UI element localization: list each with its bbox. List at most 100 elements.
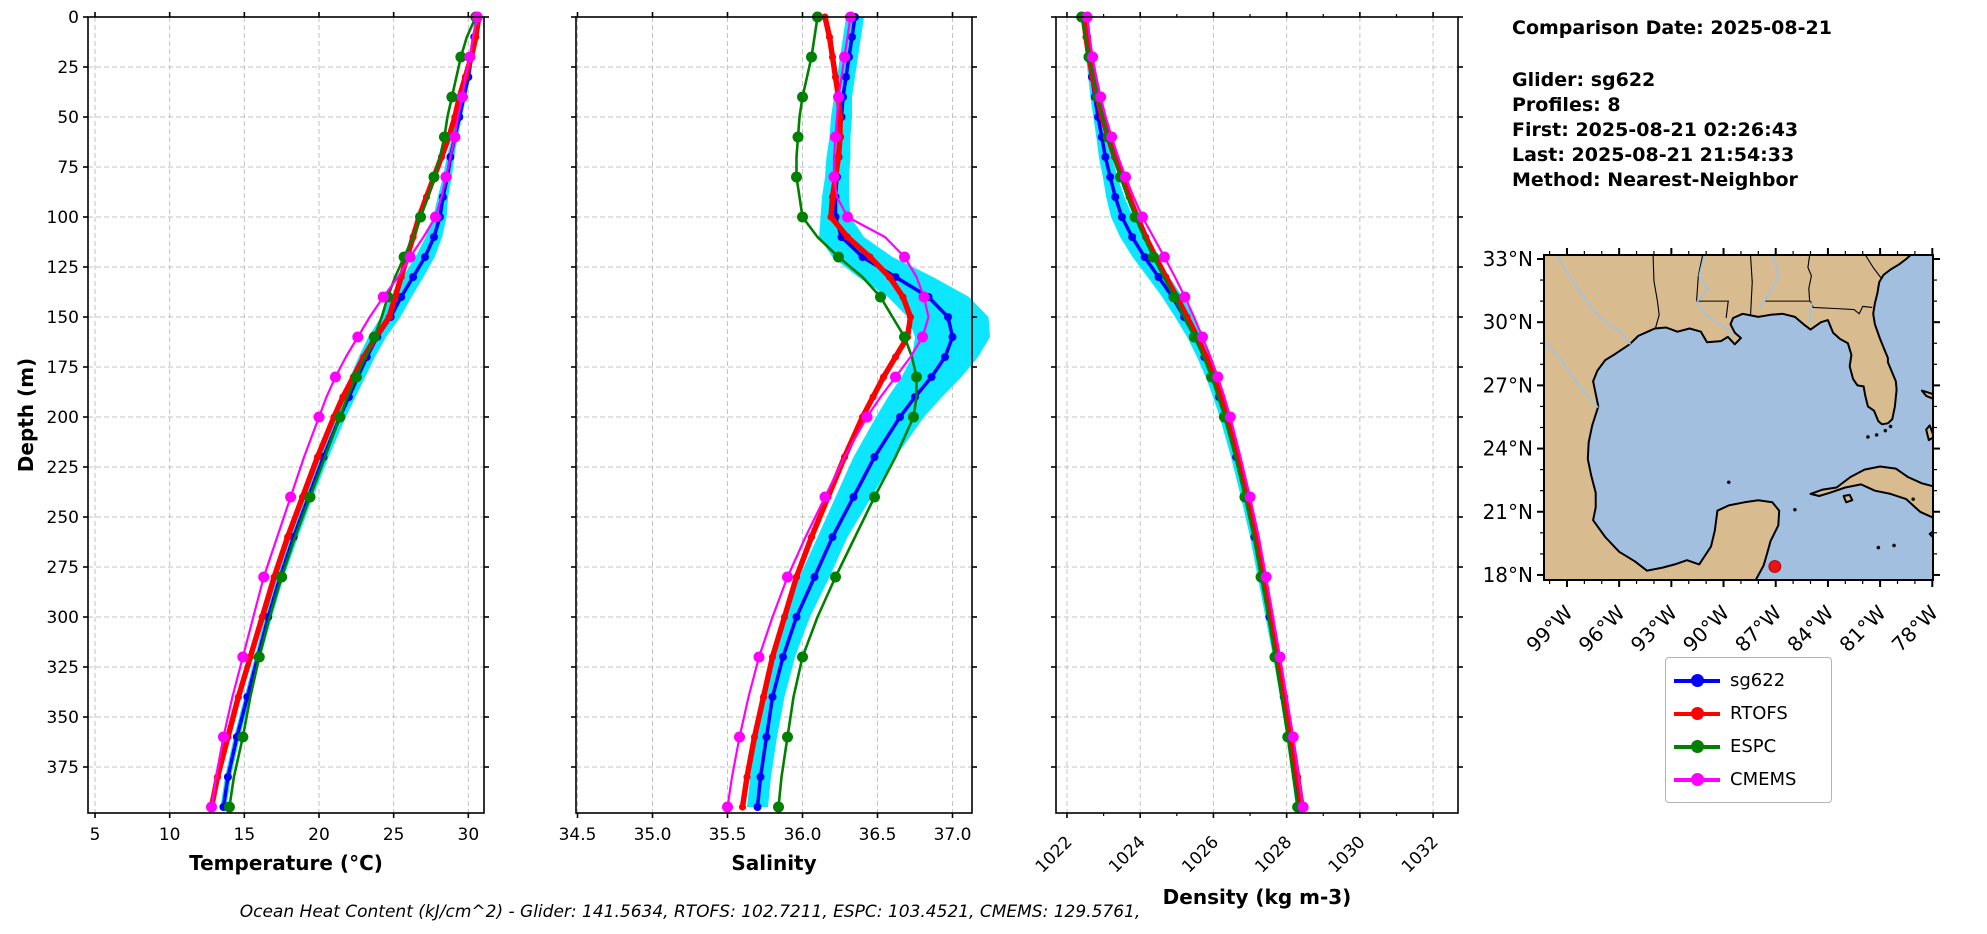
depth-tick-label: 25 [57,58,79,78]
map-lon-tick-label: 78°W [1887,600,1943,656]
map-lon-tick-label: 99°W [1521,600,1577,656]
legend-label: CMEMS [1730,769,1797,790]
legend-label: sg622 [1730,670,1786,691]
map-small-island [1911,497,1915,501]
map-river [1808,302,1814,324]
map-lon-tick-label: 87°W [1730,600,1786,656]
salinity-chart: 34.5 35.0 35.5 36.0 36.5 37.0 [559,11,990,845]
map-lat-tick-label: 18°N [1483,563,1533,587]
legend-item-espc: ESPC [1674,730,1823,763]
cmems-line-marker-icon [1674,773,1720,787]
density-series-CMEMS [1081,11,1309,813]
espc-line-marker-icon [1674,740,1720,754]
salinity-xtick-label: 35.5 [709,825,747,845]
depth-tick-label: 200 [47,408,79,428]
map-river [1544,340,1599,409]
salinity-xtick-label: 37.0 [934,825,972,845]
depth-tick-label: 275 [47,558,79,578]
method-text: Method: Nearest-Neighbor [1512,169,1798,191]
depth-tick-label: 0 [68,8,79,28]
temperature-xtick-label: 20 [308,825,330,845]
map-lon-tick-label: 81°W [1835,600,1891,656]
map-lon-tick-label: 90°W [1678,600,1734,656]
map-frame [1543,254,1934,581]
gulf-of-mexico-map: 33°N 30°N 27°N 24°N 21°N 18°N 99°W96°W93°W90°W… [1483,247,1943,657]
temperature-xtick-label: 25 [383,825,405,845]
map-lat-tick-label: 27°N [1483,373,1533,397]
depth-axis-label: Depth (m) [14,357,38,473]
map-river [1696,255,1735,339]
temperature-series-CMEMS [205,11,483,813]
map-lat-tick-label: 30°N [1483,310,1533,334]
map-land-north-america [1544,255,1912,580]
temperature-xtick-label: 15 [234,825,256,845]
map-land-isle-of-youth [1842,493,1854,504]
density-chart: 1022 1024 1026 1028 1030 1032 [1032,11,1463,877]
legend-item-sg622: sg622 [1674,664,1823,697]
map-state-border [1810,300,1873,315]
density-xtick-label: 1026 [1178,832,1223,877]
map-small-island [1888,424,1893,429]
depth-tick-label: 325 [47,658,79,678]
map-small-island [1874,433,1879,437]
density-xtick-label: 1032 [1398,832,1443,877]
map-small-island [1726,480,1731,485]
density-xtick-label: 1022 [1032,832,1077,877]
legend-label: ESPC [1730,736,1777,757]
map-land-bahamas [1920,389,1933,400]
map-small-island [1876,545,1881,550]
map-lon-tick-label: 84°W [1782,600,1838,656]
depth-tick-label: 100 [47,208,79,228]
salinity-xtick-label: 34.5 [559,825,597,845]
map-state-border [1765,255,1812,302]
temperature-xtick-label: 30 [458,825,480,845]
map-small-island [1866,435,1870,439]
salinity-xtick-label: 35.0 [634,825,672,845]
map-small-island [1892,543,1896,548]
temperature-chart: 5 10 15 20 25 3002550751001251501752002252502… [47,8,489,845]
map-river [1555,255,1632,345]
depth-tick-label: 50 [57,108,79,128]
map-lat-tick-label: 33°N [1483,247,1533,271]
rtofs-line-marker-icon [1674,707,1720,721]
salinity-series-ESPC [773,11,922,813]
map-state-border [1864,255,1883,280]
glider-location-marker [1768,560,1782,573]
density-xtick-label: 1028 [1251,832,1296,877]
profiles-count-text: Profiles: 8 [1512,94,1621,116]
salinity-xtick-label: 36.0 [784,825,822,845]
density-axis-label: Density (kg m-3) [1162,885,1352,909]
depth-tick-label: 75 [57,158,79,178]
temperature-xtick-label: 10 [159,825,181,845]
depth-tick-label: 125 [47,258,79,278]
temperature-axis-label: Temperature (°C) [189,851,383,875]
depth-tick-label: 250 [47,508,79,528]
legend-item-rtofs: RTOFS [1674,697,1823,730]
depth-tick-label: 225 [47,458,79,478]
sg622-line-marker-icon [1674,674,1720,688]
first-profile-time-text: First: 2025-08-21 02:26:43 [1512,119,1799,141]
salinity-axis-label: Salinity [731,851,817,875]
depth-tick-label: 175 [47,358,79,378]
legend-item-cmems: CMEMS [1674,763,1823,796]
salinity-xtick-label: 36.5 [859,825,897,845]
map-state-border [1652,255,1660,328]
depth-tick-label: 350 [47,708,79,728]
map-river [1758,255,1781,308]
glider-name-text: Glider: sg622 [1512,69,1656,91]
temperature-xtick-label: 5 [90,825,101,845]
legend-label: RTOFS [1730,703,1788,724]
map-lat-tick-label: 24°N [1483,437,1533,461]
salinity-glider-spread-band [747,17,990,807]
info-gap [1512,41,1832,68]
depth-tick-label: 300 [47,608,79,628]
comparison-date-text: Comparison Date: 2025-08-21 [1512,17,1832,39]
density-xtick-label: 1030 [1325,832,1370,877]
map-small-island [1793,507,1797,512]
info-panel: Comparison Date: 2025-08-21 Glider: sg62… [1512,16,1832,193]
depth-tick-label: 375 [47,758,79,778]
temperature-series-ESPC [223,11,482,813]
map-lon-tick-label: 96°W [1574,600,1630,656]
